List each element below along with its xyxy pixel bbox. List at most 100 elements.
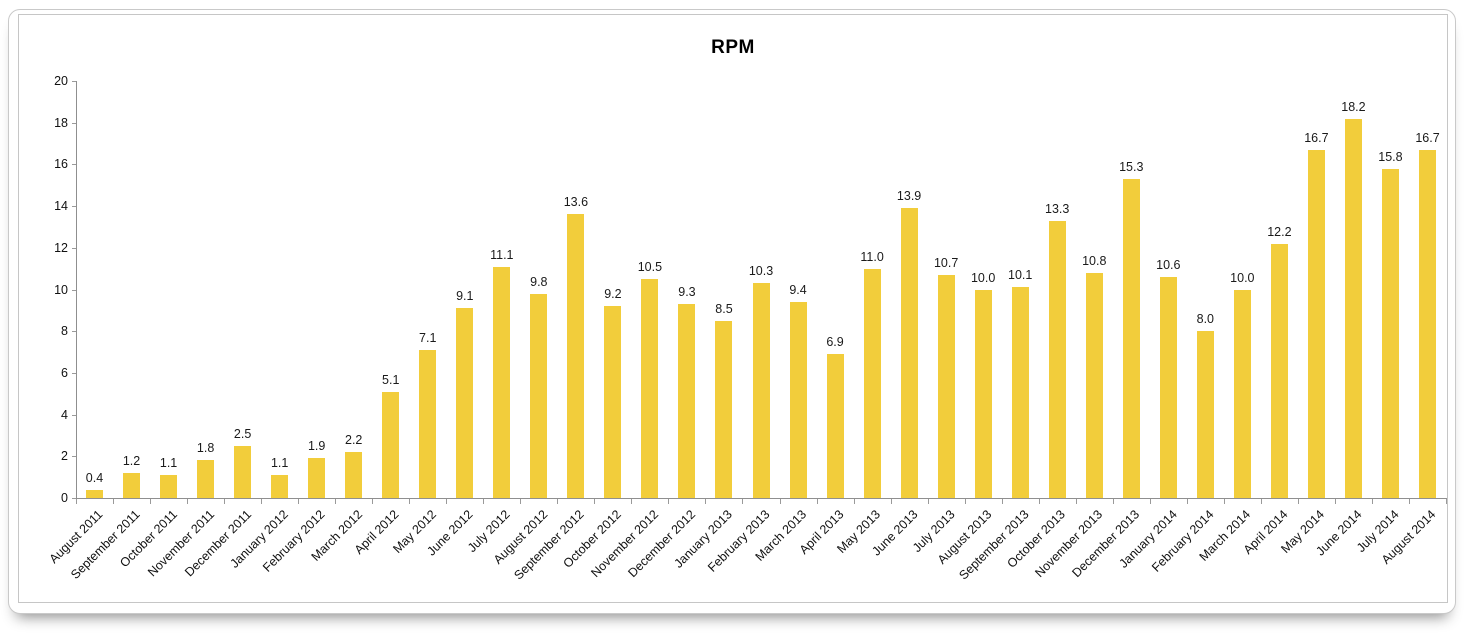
bar [1011,287,1029,498]
x-tick [187,499,189,504]
x-tick [1223,499,1225,504]
bar [789,302,807,498]
x-tick [964,499,966,504]
bar-value-label: 13.3 [1045,201,1070,216]
bar [1122,178,1140,498]
bar [863,268,881,498]
x-tick [1371,499,1373,504]
bar-value-label: 11.0 [860,249,884,264]
x-tick [1334,499,1336,504]
bar [382,391,400,498]
bar-value-label: 10.5 [637,260,663,275]
x-tick [1186,499,1188,504]
x-tick [631,499,633,504]
bar-value-label: 8.0 [1196,312,1215,327]
bar [160,475,178,498]
y-axis-label: 10 [54,282,68,297]
y-axis-label: 4 [61,407,68,422]
y-axis-label: 12 [54,240,68,255]
y-tick [72,289,76,291]
chart-title: RPM [711,37,755,58]
y-axis-label: 2 [61,449,68,464]
y-tick [72,206,76,208]
bar-value-label: 10.0 [970,270,996,285]
x-tick [1149,499,1151,504]
bar-value-label: 5.1 [382,372,400,387]
y-tick [72,414,76,416]
bar-value-label: 1.1 [159,456,178,471]
bar [1381,168,1399,498]
y-tick [72,498,76,499]
bar [1307,149,1325,498]
y-tick [72,164,76,166]
bar [1270,243,1288,498]
x-tick [409,499,411,504]
x-tick [76,499,77,504]
x-tick [520,499,522,504]
plot-area [76,81,1447,499]
x-tick [1446,499,1447,504]
x-tick [335,499,337,504]
x-axis-label-text: November 2011 [144,507,217,580]
bar-value-label: 1.9 [307,439,326,454]
bar-value-label: 8.5 [715,301,733,316]
bar-value-label: 10.3 [748,264,774,279]
x-axis-label-text: December 2011 [181,507,254,580]
bar [234,445,252,498]
chart-frame: RPM 0 2 4 6 8 10 12 14 16 18 20 0.4 August 2011 1.2 Se… [18,14,1448,603]
bar [826,354,844,498]
bar [419,349,437,498]
bar-value-label: 10.0 [1230,270,1255,285]
bar-value-label: 9.4 [789,283,807,297]
x-tick [705,499,707,504]
bar-value-label: 1.8 [196,441,215,456]
bar [345,452,363,498]
x-tick [372,499,374,504]
bar [493,266,511,498]
bar-value-label: 0.4 [85,470,104,485]
x-tick [150,499,152,504]
x-tick [1075,499,1077,504]
x-tick [594,499,596,504]
y-axis-label: 6 [61,365,68,380]
bar-value-label: 18.2 [1341,99,1366,114]
x-tick [1112,499,1114,504]
bar-value-label: 16.7 [1415,130,1440,145]
x-tick [816,499,818,504]
bar-value-label: 7.1 [419,330,437,345]
x-tick [1297,499,1299,504]
bar-value-label: 11.1 [490,247,514,262]
x-tick [298,499,300,504]
bar-value-label: 9.8 [530,274,548,289]
y-tick [72,456,76,458]
bar-value-label: 10.7 [933,255,959,270]
bar [123,472,141,498]
bar-value-label: 9.3 [678,285,696,300]
bar-value-label: 9.1 [456,289,474,304]
bar [641,279,659,498]
bar-value-label: 6.9 [826,335,844,350]
bar-value-label: 13.9 [896,189,922,204]
x-tick [890,499,892,504]
bar-value-label: 1.1 [270,456,289,471]
bar-value-label: 9.2 [604,287,622,302]
bar-value-label: 10.6 [1156,257,1181,272]
bar [1233,289,1251,498]
bar-value-label: 10.1 [1008,268,1033,283]
bar [86,489,103,498]
x-tick [668,499,670,504]
x-tick [1001,499,1003,504]
bar [456,308,474,498]
bar-value-label: 1.2 [122,453,141,468]
x-tick [927,499,929,504]
bar [937,274,955,498]
bar [567,214,585,498]
bar [1418,149,1436,498]
y-axis-label: 20 [54,74,68,88]
chart-card: RPM 0 2 4 6 8 10 12 14 16 18 20 0.4 August 2011 1.2 Se… [8,9,1456,614]
x-tick [1038,499,1040,504]
bar [678,304,696,498]
bar-value-label: 16.7 [1304,130,1329,145]
bar [900,208,918,498]
bar-value-label: 2.5 [233,426,252,441]
